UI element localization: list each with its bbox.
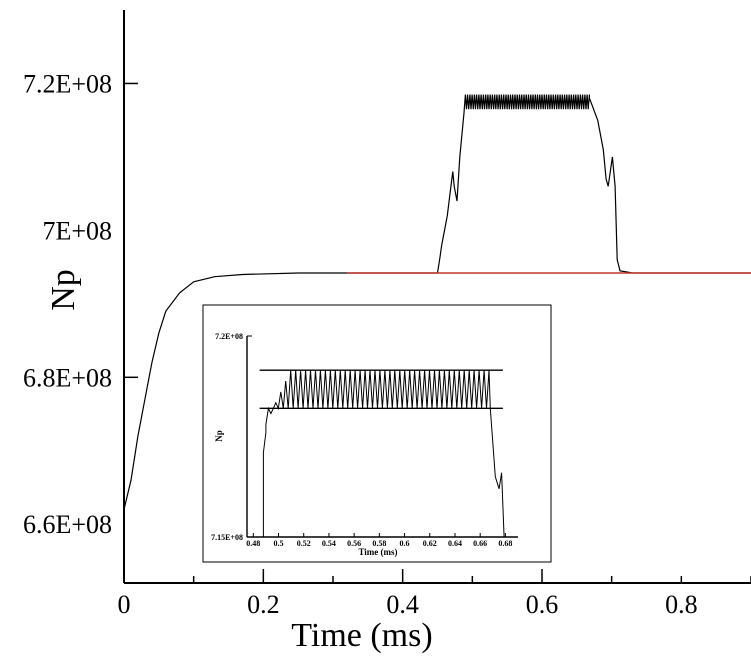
inset-x-tick-label: 0.54 <box>322 539 336 548</box>
inset-x-tick-label: 0.56 <box>347 539 361 548</box>
inset-labels: 7.2E+08 7.15E+080.48 0.5 0.52 0.54 0.56 0.58 0.… <box>211 332 512 548</box>
inset-y-tick-label: 7.2E+08 <box>215 332 243 341</box>
inset-series-line <box>262 370 505 538</box>
y-tick-label: 7.2E+08 <box>23 69 112 98</box>
x-tick-label: 0.4 <box>386 590 419 619</box>
inset-x-tick-label: 0.62 <box>423 539 437 548</box>
inset-x-tick-label: 0.66 <box>473 539 487 548</box>
main-axes <box>123 10 751 584</box>
inset-chart: 7.2E+08 7.15E+080.48 0.5 0.52 0.54 0.56 0.58 0.… <box>202 304 552 563</box>
main-series <box>123 94 751 510</box>
y-axis-title: Np <box>45 269 82 311</box>
inset-y-tick-label: 7.15E+08 <box>211 533 243 542</box>
inset-x-tick-label: 0.68 <box>498 539 512 548</box>
x-axis-title: Time (ms) <box>291 617 432 654</box>
x-tick-label: 0.6 <box>526 590 559 619</box>
inset-x-axis-title: Time (ms) <box>358 547 397 557</box>
series-np-line <box>123 94 751 510</box>
y-tick-label: 7E+08 <box>42 216 112 245</box>
inset-x-tick-label: 0.48 <box>246 539 260 548</box>
inset-x-tick-label: 0.6 <box>400 539 410 548</box>
main-labels: 6.6E+08 6.8E+08 7E+08 7.2E+08 0 0.2 0.4 0.6 0.8 <box>23 69 698 619</box>
x-tick-label: 0.2 <box>247 590 280 619</box>
inset-series <box>259 369 505 538</box>
y-tick-label: 6.8E+08 <box>23 363 112 392</box>
y-tick-label: 6.6E+08 <box>23 510 112 539</box>
inset-x-tick-label: 0.58 <box>372 539 386 548</box>
inset-x-tick-label: 0.5 <box>274 539 284 548</box>
x-tick-label: 0 <box>118 590 131 619</box>
inset-axes <box>246 335 518 538</box>
inset-x-tick-label: 0.52 <box>297 539 311 548</box>
inset-x-tick-label: 0.64 <box>448 539 462 548</box>
inset-y-axis-title: Np <box>214 430 224 442</box>
inset-frame <box>202 304 552 563</box>
x-tick-label: 0.8 <box>665 590 698 619</box>
